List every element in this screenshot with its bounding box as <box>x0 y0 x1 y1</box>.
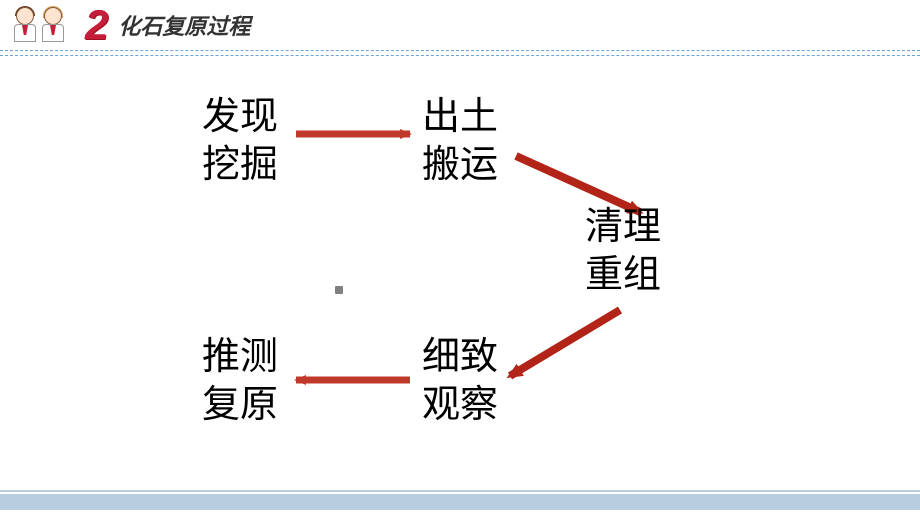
flowchart-node-n1: 发现挖掘 <box>202 94 278 189</box>
divider-line-2 <box>0 55 920 56</box>
node-line2: 搬运 <box>422 142 498 190</box>
page-marker-icon <box>335 286 343 294</box>
flowchart-diagram: 发现挖掘 出土搬运清理重组细致观察 推测复原 <box>0 66 920 476</box>
divider-line-1 <box>0 50 920 51</box>
node-line2: 重组 <box>585 252 661 300</box>
node-line1: 细致 <box>422 334 498 382</box>
node-line2: 复原 <box>202 382 278 430</box>
footer-bar <box>0 494 920 510</box>
node-line2: 挖掘 <box>202 142 278 190</box>
footer-line <box>0 490 920 492</box>
flowchart-node-n5: 推测复原 <box>202 334 278 429</box>
arrow-n3-n4 <box>510 310 620 376</box>
section-number: 2 <box>85 1 108 49</box>
node-line1: 发现 <box>202 94 278 142</box>
flowchart-node-n4: 细致观察 <box>422 334 498 429</box>
node-line1: 推测 <box>202 334 278 382</box>
header: 2 化石复原过程 <box>0 0 920 50</box>
flowchart-node-n3: 清理重组 <box>585 204 661 299</box>
flowchart-node-n2: 出土搬运 <box>422 94 498 189</box>
kids-icon <box>10 5 70 45</box>
node-line2: 观察 <box>422 382 498 430</box>
node-line1: 清理 <box>585 204 661 252</box>
header-title: 化石复原过程 <box>118 9 250 41</box>
node-line1: 出土 <box>422 94 498 142</box>
